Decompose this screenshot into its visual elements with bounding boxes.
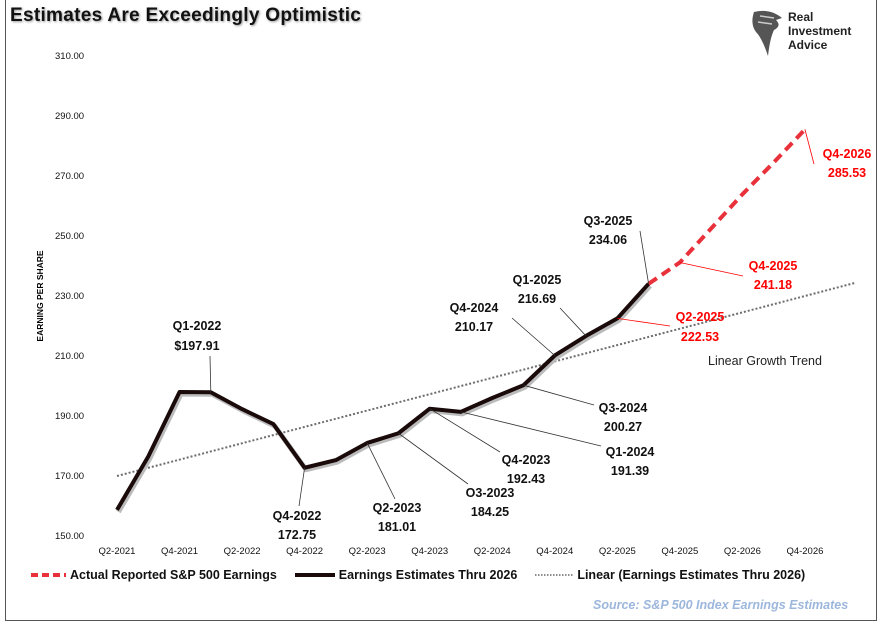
annotation-leader xyxy=(511,317,556,356)
y-tick-label: 270.00 xyxy=(55,171,84,182)
legend-item-linear: Linear (Earnings Estimates Thru 2026) xyxy=(535,568,805,582)
annotation-label: Q1-2024 xyxy=(606,445,655,459)
y-tick-label: 230.00 xyxy=(55,291,84,302)
x-tick-label: Q2-2021 xyxy=(99,546,136,557)
y-axis-label: EARNING PER SHARE xyxy=(35,250,45,341)
x-tick-label: Q4-2025 xyxy=(661,546,698,557)
annotation-value: 172.75 xyxy=(278,528,316,542)
source-note: Source: S&P 500 Index Earnings Estimates xyxy=(593,598,849,612)
annotation-value: 192.43 xyxy=(507,472,545,486)
x-tick-label: Q2-2023 xyxy=(349,546,386,557)
annotation-label: Q2-2025 xyxy=(676,310,725,324)
eagle-icon xyxy=(752,10,782,56)
y-tick-label: 210.00 xyxy=(55,351,84,362)
y-tick-label: 310.00 xyxy=(55,51,84,62)
annotation-leader xyxy=(639,230,649,284)
annotation-value: 200.27 xyxy=(604,420,642,434)
annotation-label: Q4-2026 xyxy=(823,147,872,161)
x-tick-label: Q2-2025 xyxy=(599,546,636,557)
annotation-label: Q3-2025 xyxy=(584,214,633,228)
annotation-label: Q4-2022 xyxy=(273,509,322,523)
legend-item-estimates: Earnings Estimates Thru 2026 xyxy=(294,568,518,582)
annotation-value: 216.69 xyxy=(518,292,556,306)
trend-line xyxy=(116,281,856,477)
legend-label: Actual Reported S&P 500 Earnings xyxy=(70,568,277,582)
trend-label: Linear Growth Trend xyxy=(708,354,822,368)
x-tick-label: Q2-2022 xyxy=(224,546,261,557)
annotation-value: 181.01 xyxy=(378,520,416,534)
annotation-label: O3-2023 xyxy=(466,486,515,500)
x-tick-label: Q4-2021 xyxy=(161,546,198,557)
annotation-label: Q4-2025 xyxy=(749,259,798,273)
legend-label: Earnings Estimates Thru 2026 xyxy=(338,568,518,582)
annotation-label: Q4-2023 xyxy=(502,453,551,467)
annotation-leader xyxy=(398,432,469,485)
annotation-label: Q3-2024 xyxy=(599,401,648,415)
annotation-value: 222.53 xyxy=(681,330,719,344)
legend-label: Linear (Earnings Estimates Thru 2026) xyxy=(577,568,806,582)
y-tick-label: 250.00 xyxy=(55,231,84,242)
annotation-value: 241.18 xyxy=(754,278,792,292)
annotation-label: Q1-2022 xyxy=(173,319,222,333)
annotation-leader xyxy=(298,467,306,507)
chart-frame xyxy=(5,0,877,621)
logo-text-1: Real xyxy=(788,10,814,24)
x-tick-label: Q2-2026 xyxy=(724,546,761,557)
y-tick-label: 170.00 xyxy=(55,471,84,482)
annotation-leader xyxy=(366,442,396,500)
annotation-value: 191.39 xyxy=(611,464,649,478)
annotation-label: Q1-2025 xyxy=(513,273,562,287)
annotation-value: 184.25 xyxy=(471,505,509,519)
actual-line xyxy=(647,128,807,286)
y-tick-label: 150.00 xyxy=(55,531,84,542)
annotation-value: 285.53 xyxy=(828,166,866,180)
annotation-leader xyxy=(429,408,501,453)
x-tick-label: Q4-2026 xyxy=(786,546,823,557)
annotation-value: 234.06 xyxy=(589,233,627,247)
annotation-leader xyxy=(559,307,587,337)
x-tick-label: Q2-2024 xyxy=(474,546,511,557)
annotation-leader xyxy=(460,411,602,447)
annotation-value: $197.91 xyxy=(174,339,219,353)
logo-text-2: Investment xyxy=(788,24,852,38)
y-tick-label: 190.00 xyxy=(55,411,84,422)
y-tick-label: 290.00 xyxy=(55,111,84,122)
annotation-leader xyxy=(804,129,815,165)
annotation-value: 210.17 xyxy=(455,320,493,334)
annotation-label: Q4-2024 xyxy=(450,301,499,315)
estimates-line xyxy=(115,282,651,511)
logo-text-3: Advice xyxy=(788,38,828,52)
logo: Real Investment Advice xyxy=(748,8,868,58)
annotation-leader xyxy=(523,384,595,406)
red-dash-swatch xyxy=(31,573,66,577)
black-line-swatch xyxy=(294,573,335,577)
annotation-leader xyxy=(679,262,744,277)
x-tick-label: Q4-2022 xyxy=(286,546,323,557)
annotation-leader xyxy=(209,355,212,393)
legend: Actual Reported S&P 500 Earnings Earning… xyxy=(30,568,805,582)
chart-title: Estimates Are Exceedingly Optimistic xyxy=(10,5,362,26)
legend-item-actual: Actual Reported S&P 500 Earnings xyxy=(30,568,277,582)
dotted-line-swatch xyxy=(535,574,574,576)
annotation-label: Q2-2023 xyxy=(373,501,422,515)
x-tick-label: Q4-2023 xyxy=(411,546,448,557)
annotation-leader xyxy=(617,318,671,327)
x-tick-label: Q4-2024 xyxy=(536,546,573,557)
